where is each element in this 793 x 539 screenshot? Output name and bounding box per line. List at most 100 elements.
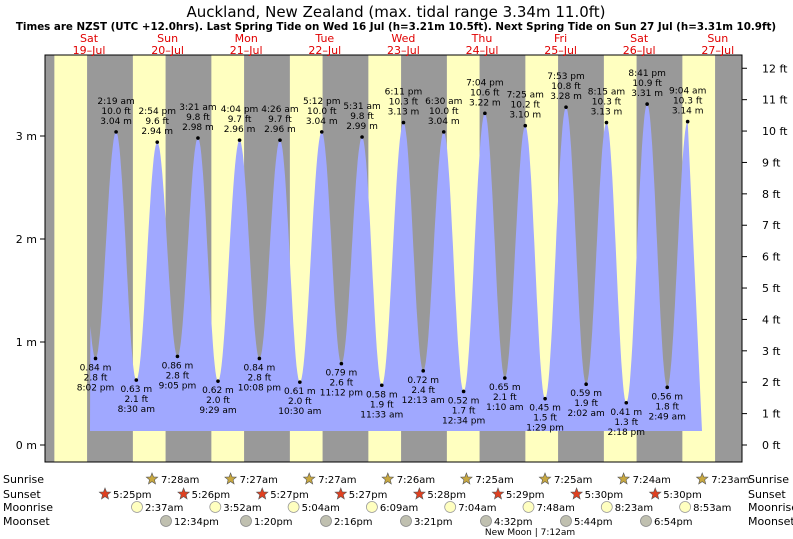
sunrise-star-icon xyxy=(459,472,473,485)
high-tide-time: 7:04 pm xyxy=(466,78,504,88)
day-name: Sun xyxy=(707,32,728,45)
high-tide-metres: 2.99 m xyxy=(346,122,378,132)
sunset-time: 5:25pm xyxy=(113,490,152,501)
high-tide-feet: 9.6 ft xyxy=(145,117,169,127)
day-name: Fri xyxy=(554,32,567,45)
low-tide-feet: 1.3 ft xyxy=(614,418,638,428)
moonset-time: 12:34pm xyxy=(174,517,219,528)
moonset-time: 6:54pm xyxy=(654,517,693,528)
tide-point xyxy=(483,111,487,116)
tide-point xyxy=(298,380,302,384)
moonset-moon-icon xyxy=(320,515,332,527)
left-tick-label: 0 m xyxy=(16,439,37,452)
high-tide-feet: 9.8 ft xyxy=(350,112,374,122)
sunset-star-icon xyxy=(648,487,662,500)
low-tide-time: 10:30 am xyxy=(278,407,321,417)
low-tide-feet: 2.0 ft xyxy=(288,397,312,407)
low-tide-metres: 0.84 m xyxy=(80,363,112,373)
moonrise-time: 7:48am xyxy=(537,503,575,514)
high-tide-metres: 3.04 m xyxy=(100,117,132,127)
moonrise-time: 8:23am xyxy=(615,503,653,514)
low-tide-feet: 2.0 ft xyxy=(206,396,230,406)
moonrise-time: 2:37am xyxy=(145,503,183,514)
sunrise-time: 7:25am xyxy=(475,475,513,486)
sunset-time: 5:28pm xyxy=(427,490,466,501)
moonset-time: 5:44pm xyxy=(574,517,613,528)
tide-point xyxy=(134,378,139,382)
high-tide-feet: 10.3 ft xyxy=(389,98,419,108)
row-label-left: Moonrise xyxy=(3,501,53,514)
high-tide-time: 4:26 am xyxy=(261,105,298,115)
tide-point xyxy=(421,369,426,373)
low-tide-time: 12:34 pm xyxy=(442,416,485,426)
tide-area xyxy=(90,104,702,431)
day-date: 22–Jul xyxy=(308,44,341,57)
tide-point xyxy=(441,130,446,134)
moonrise-moon-icon xyxy=(287,501,300,513)
high-tide-time: 8:41 pm xyxy=(628,69,666,79)
moonrise-moon-icon xyxy=(444,501,457,513)
tide-point xyxy=(543,396,547,401)
moonset-moon-icon xyxy=(400,515,412,527)
low-tide-time: 2:49 am xyxy=(649,412,686,422)
row-label-right: Sunrise xyxy=(748,473,789,486)
sunrise-time: 7:24am xyxy=(633,475,671,486)
sunset-time: 5:26pm xyxy=(192,490,231,501)
low-tide-time: 9:05 pm xyxy=(159,381,197,391)
sunrise-star-icon xyxy=(145,472,159,485)
sunset-time: 5:29pm xyxy=(506,490,545,501)
high-tide-metres: 3.14 m xyxy=(672,107,704,117)
moonset-moon-icon xyxy=(240,515,252,527)
day-date: 19–Jul xyxy=(73,44,106,57)
sunrise-time: 7:26am xyxy=(397,475,435,486)
sunrise-star-icon xyxy=(617,472,631,485)
low-tide-time: 2:02 am xyxy=(567,409,604,419)
day-date: 20–Jul xyxy=(151,44,184,57)
high-tide-time: 5:31 am xyxy=(343,102,380,112)
low-tide-time: 8:30 am xyxy=(118,405,155,415)
moonrise-time: 3:52am xyxy=(223,503,261,514)
day-date: 27–Jul xyxy=(701,44,734,57)
moonset-time: 4:32pm xyxy=(494,517,533,528)
high-tide-metres: 2.94 m xyxy=(141,127,173,137)
sunset-star-icon xyxy=(98,487,112,500)
moonrise-moon-icon xyxy=(600,501,613,513)
low-tide-metres: 0.63 m xyxy=(120,385,152,395)
sunrise-star-icon xyxy=(695,472,709,485)
right-tick-label: 9 ft xyxy=(762,156,781,169)
low-tide-metres: 0.84 m xyxy=(244,363,276,373)
sunrise-time: 7:25am xyxy=(554,475,592,486)
plot-frame xyxy=(44,54,743,463)
high-tide-time: 6:30 am xyxy=(425,97,462,107)
tide-point xyxy=(237,138,242,142)
sunset-star-icon xyxy=(412,487,426,500)
sunrise-time: 7:28am xyxy=(161,475,199,486)
high-tide-metres: 3.22 m xyxy=(469,98,501,108)
moonrise-time: 6:09am xyxy=(380,503,418,514)
tide-point xyxy=(379,383,384,388)
tide-point xyxy=(624,400,629,405)
row-label-left: Sunset xyxy=(3,488,41,501)
high-tide-time: 8:15 am xyxy=(588,88,625,98)
low-tide-metres: 0.59 m xyxy=(570,389,602,399)
plot-border xyxy=(44,54,743,463)
tide-point xyxy=(257,356,262,361)
daylight-band xyxy=(54,55,88,462)
sunrise-star-icon xyxy=(224,472,238,485)
tide-point xyxy=(360,135,364,139)
row-label-right: Moonset xyxy=(748,515,793,528)
low-tide-time: 8:02 pm xyxy=(77,383,115,393)
tide-point xyxy=(523,123,528,128)
high-tide-time: 2:19 am xyxy=(97,97,134,107)
moonrise-time: 7:04am xyxy=(458,503,496,514)
high-tide-feet: 10.6 ft xyxy=(470,88,500,98)
sunrise-star-icon xyxy=(302,472,316,485)
low-tide-metres: 0.41 m xyxy=(610,408,642,418)
row-label-right: Moonrise xyxy=(748,501,793,514)
high-tide-time: 9:04 am xyxy=(669,87,706,97)
sunset-star-icon xyxy=(570,487,584,500)
left-tick-label: 3 m xyxy=(16,130,37,143)
high-tide-feet: 10.8 ft xyxy=(551,82,581,92)
sunrise-time: 7:23am xyxy=(711,475,749,486)
low-tide-feet: 2.8 ft xyxy=(166,371,190,381)
